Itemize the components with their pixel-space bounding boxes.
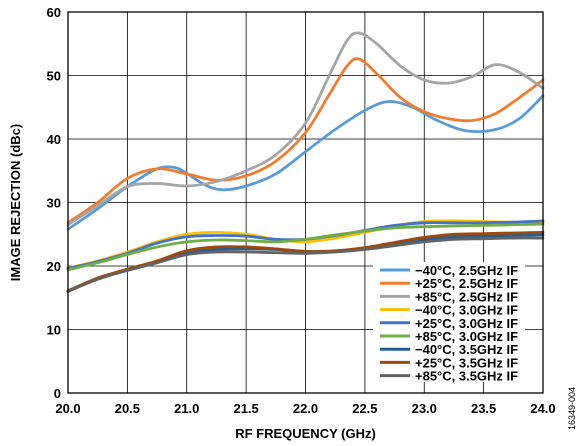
- x-tick-labels: 20.0 20.5 21.0 21.5 22.0 22.5 23.0 23.5 24.0: [55, 401, 555, 416]
- x-tick-label: 21.0: [174, 401, 199, 416]
- x-axis-title: RF FREQUENCY (GHz): [235, 426, 376, 441]
- legend-label: −40°C, 3.0GHz IF: [415, 303, 518, 318]
- x-tick-label: 21.5: [233, 401, 258, 416]
- y-tick-label: 40: [47, 132, 61, 147]
- y-tick-label: 60: [47, 5, 61, 20]
- series-line: [66, 57, 545, 225]
- x-tick-label: 22.5: [352, 401, 377, 416]
- legend-label: +25°C, 3.5GHz IF: [415, 355, 518, 370]
- x-tick-label: 22.0: [293, 401, 318, 416]
- series-line: [66, 31, 545, 227]
- legend-label: +85°C, 3.5GHz IF: [415, 369, 518, 384]
- legend-label: −40°C, 3.5GHz IF: [415, 342, 518, 357]
- series-line: [66, 236, 545, 293]
- x-tick-label: 20.0: [55, 401, 80, 416]
- series-lines: [66, 31, 545, 293]
- figure-id: 16349-004: [567, 387, 577, 430]
- plot-frame: [67, 11, 544, 394]
- y-tick-label: 50: [47, 69, 61, 84]
- y-tick-label: 20: [47, 259, 61, 274]
- series-line: [66, 230, 545, 293]
- legend-label: +25°C, 2.5GHz IF: [415, 276, 518, 291]
- legend-label: −40°C, 2.5GHz IF: [415, 263, 518, 278]
- y-tick-label: 0: [54, 386, 61, 401]
- legend-label: +85°C, 2.5GHz IF: [415, 289, 518, 304]
- x-tick-label: 20.5: [115, 401, 140, 416]
- legend-label: +25°C, 3.0GHz IF: [415, 316, 518, 331]
- series-line: [66, 222, 545, 272]
- x-tick-label: 24.0: [530, 401, 555, 416]
- x-tick-label: 23.0: [412, 401, 437, 416]
- y-tick-labels: 0 10 20 30 40 50 60: [47, 5, 61, 401]
- y-tick-label: 30: [47, 196, 61, 211]
- y-axis-title: IMAGE REJECTION (dBc): [8, 124, 23, 281]
- legend-label: +85°C, 3.0GHz IF: [415, 329, 518, 344]
- legend: −40°C, 2.5GHz IF+25°C, 2.5GHz IF+85°C, 2…: [373, 262, 525, 384]
- y-tick-label: 10: [47, 323, 61, 338]
- x-tick-label: 23.5: [471, 401, 496, 416]
